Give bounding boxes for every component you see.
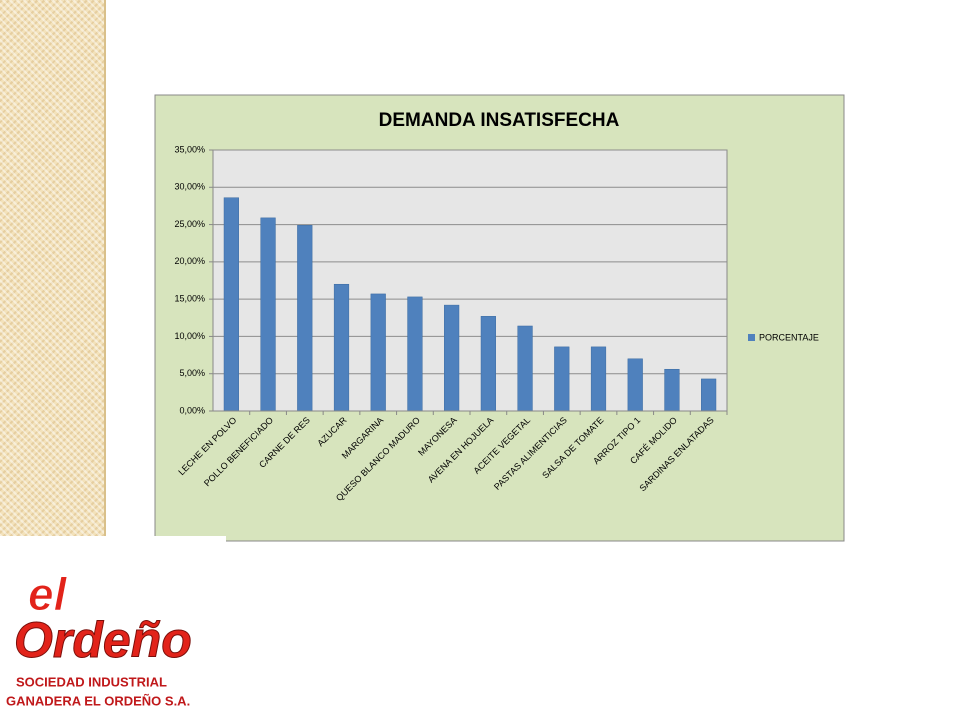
- bar: [223, 197, 239, 412]
- bar: [407, 296, 423, 412]
- logo-el: el: [28, 568, 68, 620]
- bar: [333, 283, 350, 412]
- logo-line1: SOCIEDAD INDUSTRIAL: [16, 674, 167, 689]
- y-tick-label: 35,00%: [174, 144, 205, 154]
- logo-graphic: el Ordeño SOCIEDAD INDUSTRIAL GANADERA E…: [6, 568, 192, 709]
- bar: [701, 378, 717, 412]
- bar: [627, 358, 643, 412]
- y-tick-label: 25,00%: [174, 219, 205, 229]
- y-tick-label: 20,00%: [174, 256, 205, 266]
- plot-area: [212, 149, 728, 412]
- y-tick-label: 0,00%: [179, 405, 205, 415]
- chart-title: DEMANDA INSATISFECHA: [379, 110, 620, 131]
- bar: [480, 316, 496, 412]
- bar: [297, 225, 313, 412]
- legend-label: PORCENTAJE: [759, 332, 819, 342]
- logo-brand: Ordeño: [14, 612, 192, 668]
- bar: [664, 368, 680, 412]
- bar: [554, 346, 570, 412]
- y-tick-label: 30,00%: [174, 182, 205, 192]
- bar: [590, 346, 607, 412]
- bar: [260, 217, 276, 412]
- y-tick-label: 5,00%: [179, 368, 205, 378]
- logo-line2: GANADERA EL ORDEÑO S.A.: [6, 693, 190, 708]
- logo: el Ordeño SOCIEDAD INDUSTRIAL GANADERA E…: [0, 536, 226, 720]
- legend-swatch: [748, 334, 755, 341]
- bar: [517, 325, 533, 412]
- y-tick-label: 10,00%: [174, 331, 205, 341]
- bar: [444, 304, 460, 412]
- bar: [370, 293, 386, 412]
- y-tick-label: 15,00%: [174, 294, 205, 304]
